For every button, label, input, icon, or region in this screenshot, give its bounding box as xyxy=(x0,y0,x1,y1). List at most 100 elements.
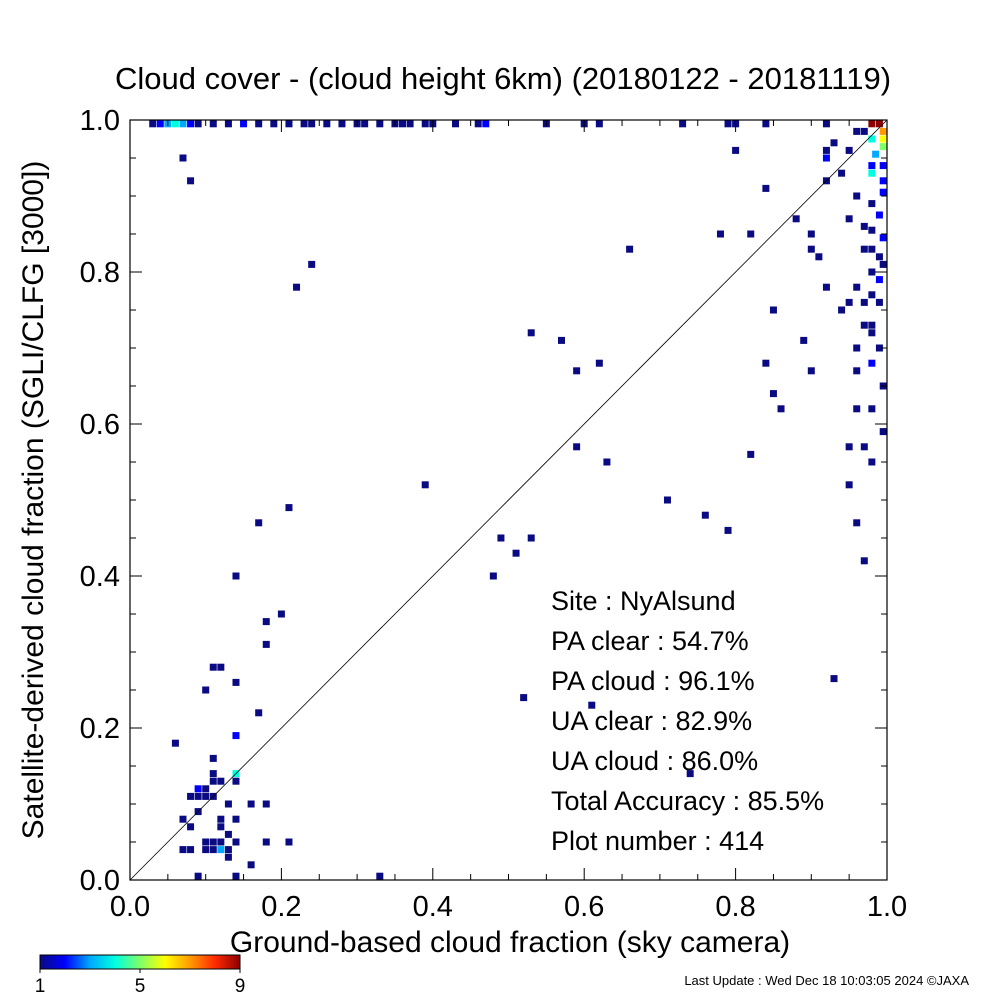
heatmap-cell xyxy=(262,838,270,846)
heatmap-cell xyxy=(209,754,217,762)
heatmap-cell xyxy=(224,120,232,128)
heatmap-cell xyxy=(875,344,883,352)
heatmap-cell xyxy=(879,234,887,242)
heatmap-cell xyxy=(171,120,179,128)
heatmap-cell xyxy=(868,120,876,128)
heatmap-cell xyxy=(217,777,225,785)
heatmap-cell xyxy=(202,792,210,800)
heatmap-cell xyxy=(815,253,823,261)
heatmap-cell xyxy=(868,162,876,170)
heatmap-cell xyxy=(875,120,883,128)
heatmap-cell xyxy=(209,120,217,128)
x-tick-label: 0.2 xyxy=(261,891,301,923)
heatmap-cell xyxy=(300,120,308,128)
heatmap-cell xyxy=(875,276,883,284)
heatmap-cell xyxy=(232,872,240,880)
heatmap-cell xyxy=(527,534,535,542)
heatmap-cell xyxy=(277,610,285,618)
heatmap-cell xyxy=(247,800,255,808)
heatmap-cell xyxy=(875,211,883,219)
heatmap-cell xyxy=(452,120,460,128)
heatmap-cell xyxy=(399,120,407,128)
heatmap-cell xyxy=(868,405,876,413)
heatmap-cell xyxy=(769,306,777,314)
heatmap-cell xyxy=(262,640,270,648)
heatmap-cell xyxy=(879,428,887,436)
heatmap-cell xyxy=(573,443,581,451)
heatmap-cell xyxy=(800,336,808,344)
heatmap-cell xyxy=(194,785,202,793)
y-tick-label: 0.2 xyxy=(80,713,120,745)
heatmap-cell xyxy=(868,245,876,253)
heatmap-cell xyxy=(217,663,225,671)
heatmap-cell xyxy=(879,143,887,151)
stat-line: PA clear : 54.7% xyxy=(551,626,749,656)
heatmap-cell xyxy=(202,846,210,854)
colorbar-label: 1 xyxy=(35,976,46,997)
heatmap-cell xyxy=(853,283,861,291)
heatmap-cell xyxy=(262,618,270,626)
heatmap-cell xyxy=(255,709,263,717)
heatmap-cell xyxy=(792,215,800,223)
heatmap-cell xyxy=(762,184,770,192)
heatmap-cell xyxy=(845,215,853,223)
stat-line: PA cloud : 96.1% xyxy=(551,666,755,696)
heatmap-cell xyxy=(224,846,232,854)
y-tick-label: 1.0 xyxy=(80,105,120,137)
heatmap-cell xyxy=(512,549,520,557)
heatmap-cell xyxy=(209,846,217,854)
heatmap-cell xyxy=(603,458,611,466)
heatmap-cell xyxy=(217,823,225,831)
heatmap-cell xyxy=(853,405,861,413)
heatmap-cell xyxy=(376,120,384,128)
heatmap-cell xyxy=(822,146,830,154)
colorbar-label: 9 xyxy=(235,976,246,997)
heatmap-cell xyxy=(247,861,255,869)
heatmap-cell xyxy=(187,846,195,854)
x-tick-label: 0.4 xyxy=(413,891,453,923)
x-tick-label: 0.0 xyxy=(110,891,150,923)
heatmap-cell xyxy=(156,120,164,128)
heatmap-cell xyxy=(879,177,887,185)
heatmap-cell xyxy=(194,872,202,880)
colorbar-gradient xyxy=(39,954,241,970)
heatmap-cell xyxy=(724,526,732,534)
heatmap-cell xyxy=(769,390,777,398)
heatmap-cell xyxy=(232,838,240,846)
heatmap-cell xyxy=(872,150,880,158)
heatmap-cell xyxy=(868,226,876,234)
heatmap-cell xyxy=(853,127,861,135)
heatmap-cell xyxy=(879,188,887,196)
heatmap-cell xyxy=(179,154,187,162)
heatmap-cell xyxy=(595,120,603,128)
heatmap-cell xyxy=(845,298,853,306)
heatmap-cell xyxy=(716,230,724,238)
heatmap-cell xyxy=(860,321,868,329)
heatmap-cell xyxy=(845,146,853,154)
heatmap-cell xyxy=(845,481,853,489)
heatmap-cells xyxy=(149,120,887,880)
heatmap-cell xyxy=(202,838,210,846)
heatmap-cell xyxy=(421,120,429,128)
heatmap-cell xyxy=(255,120,263,128)
heatmap-cell xyxy=(421,481,429,489)
heatmap-cell xyxy=(293,283,301,291)
heatmap-cell xyxy=(868,291,876,299)
stat-line: Site : NyAlsund xyxy=(551,586,736,616)
heatmap-cell xyxy=(868,268,876,276)
heatmap-cell xyxy=(879,260,887,268)
heatmap-cell xyxy=(497,534,505,542)
chart-title: Cloud cover - (cloud height 6km) (201801… xyxy=(115,61,891,96)
heatmap-cell xyxy=(232,572,240,580)
heatmap-cell xyxy=(232,732,240,740)
x-tick-label: 0.6 xyxy=(564,891,604,923)
heatmap-cell xyxy=(860,557,868,565)
heatmap-cell xyxy=(361,120,369,128)
heatmap-cell xyxy=(209,663,217,671)
heatmap-cell xyxy=(807,367,815,375)
colorbar: 1 5 9 xyxy=(35,954,246,997)
heatmap-cell xyxy=(853,344,861,352)
heatmap-cell xyxy=(868,359,876,367)
heatmap-cell xyxy=(853,519,861,527)
heatmap-cell xyxy=(875,298,883,306)
